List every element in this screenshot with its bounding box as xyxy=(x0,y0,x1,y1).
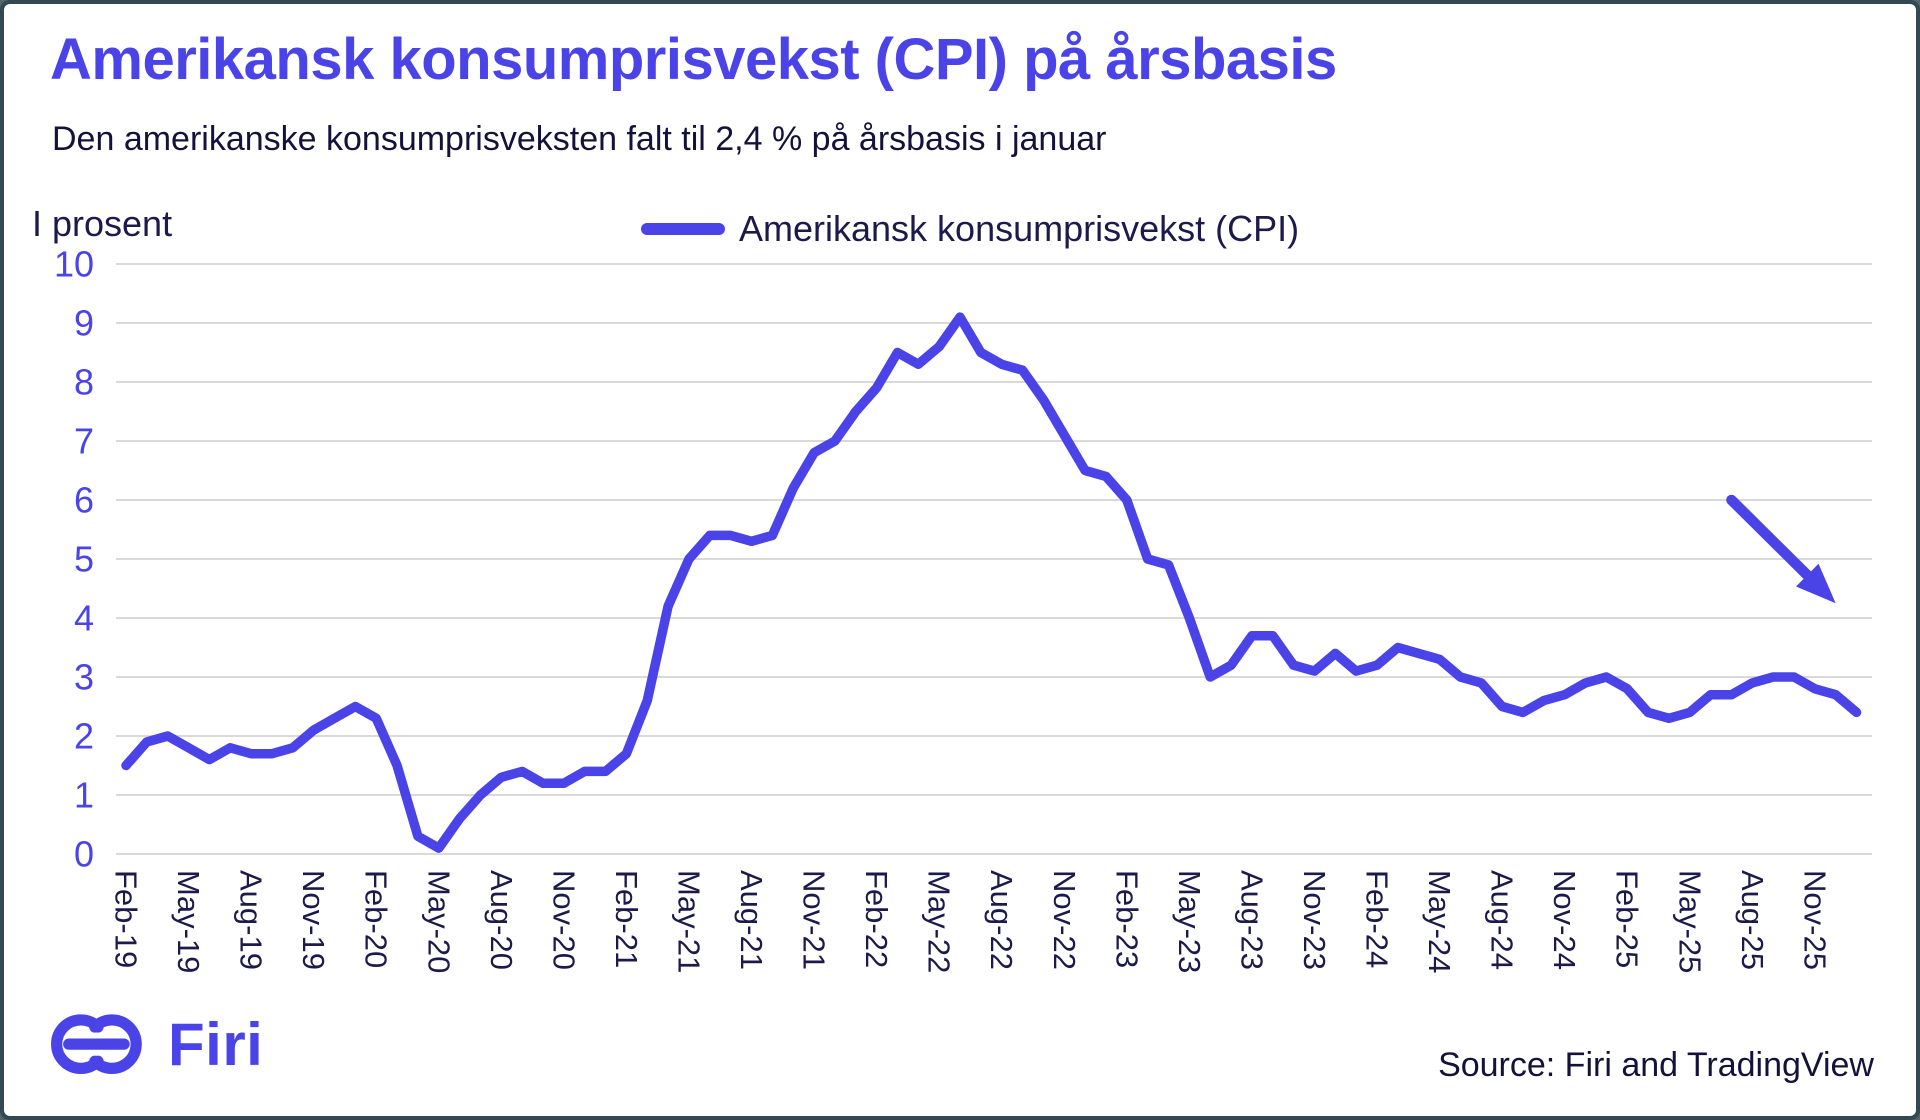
x-tick-label: Aug-24 xyxy=(1485,870,1520,970)
subtitle: Den amerikanske konsumprisveksten falt t… xyxy=(52,120,1107,158)
x-tick-label: Feb-24 xyxy=(1360,870,1395,968)
cpi-line-chart: 0 1 2 3 4 5 6 7 8 9 10 Feb-19 May-19 Aug-19 Nov-19 Feb-… xyxy=(54,244,1872,973)
x-tick-label: Aug-20 xyxy=(484,870,519,970)
x-tick-label: Aug-25 xyxy=(1735,870,1770,970)
page-title: Amerikansk konsumprisvekst (CPI) på årsb… xyxy=(50,27,1337,92)
legend: Amerikansk konsumprisvekst (CPI) xyxy=(641,208,1299,250)
x-tick-label: May-25 xyxy=(1672,870,1707,973)
y-tick-label: 6 xyxy=(74,480,94,521)
x-tick-label: May-23 xyxy=(1172,870,1207,973)
x-tick-label: Feb-25 xyxy=(1610,870,1645,968)
x-tick-label: Nov-23 xyxy=(1297,870,1332,970)
x-tick-label: May-21 xyxy=(671,870,706,973)
x-tick-label: Aug-23 xyxy=(1234,870,1269,970)
source-attribution: Source: Firi and TradingView xyxy=(1438,1046,1874,1084)
cpi-line xyxy=(121,312,1862,853)
y-tick-label: 5 xyxy=(74,539,94,580)
x-tick-label: Feb-21 xyxy=(609,870,644,968)
firi-logo: Firi xyxy=(48,1010,263,1079)
x-tick-label: Feb-23 xyxy=(1109,870,1144,968)
legend-line-swatch xyxy=(641,223,725,235)
y-tick-label: 2 xyxy=(74,716,94,757)
y-tick-label: 1 xyxy=(74,775,94,816)
trend-arrow-shaft xyxy=(1726,494,1826,594)
trend-arrow-head xyxy=(1796,563,1836,604)
x-tick-label: Aug-22 xyxy=(984,870,1019,970)
y-tick-label: 8 xyxy=(74,362,94,403)
x-tick-label: May-20 xyxy=(421,870,456,973)
y-tick-label: 4 xyxy=(74,598,94,639)
y-tick-label: 3 xyxy=(74,657,94,698)
x-tick-label: Nov-22 xyxy=(1047,870,1082,970)
x-tick-label: May-22 xyxy=(922,870,957,973)
legend-label: Amerikansk konsumprisvekst (CPI) xyxy=(739,208,1300,249)
x-tick-label: May-19 xyxy=(171,870,206,973)
y-tick-label: 10 xyxy=(54,244,94,285)
firi-logo-mark xyxy=(51,1013,142,1074)
y-tick-label: 9 xyxy=(74,303,94,344)
x-tick-label: May-24 xyxy=(1422,870,1457,973)
x-tick-label: Aug-21 xyxy=(734,870,769,970)
x-tick-label: Aug-19 xyxy=(234,870,269,970)
firi-wordmark: Firi xyxy=(168,1011,264,1078)
y-tick-label: 7 xyxy=(74,421,94,462)
x-tick-label: Nov-19 xyxy=(296,870,331,970)
x-tick-label: Feb-20 xyxy=(359,870,394,968)
x-tick-label: Nov-21 xyxy=(797,870,832,970)
x-tick-label: Feb-19 xyxy=(109,870,144,968)
x-tick-label: Nov-25 xyxy=(1797,870,1832,970)
y-tick-label: 0 xyxy=(74,834,94,875)
x-tick-label: Feb-22 xyxy=(859,870,894,968)
x-tick-label: Nov-20 xyxy=(546,870,581,970)
y-axis-unit-label: I prosent xyxy=(32,203,173,244)
x-tick-label: Nov-24 xyxy=(1547,870,1582,970)
